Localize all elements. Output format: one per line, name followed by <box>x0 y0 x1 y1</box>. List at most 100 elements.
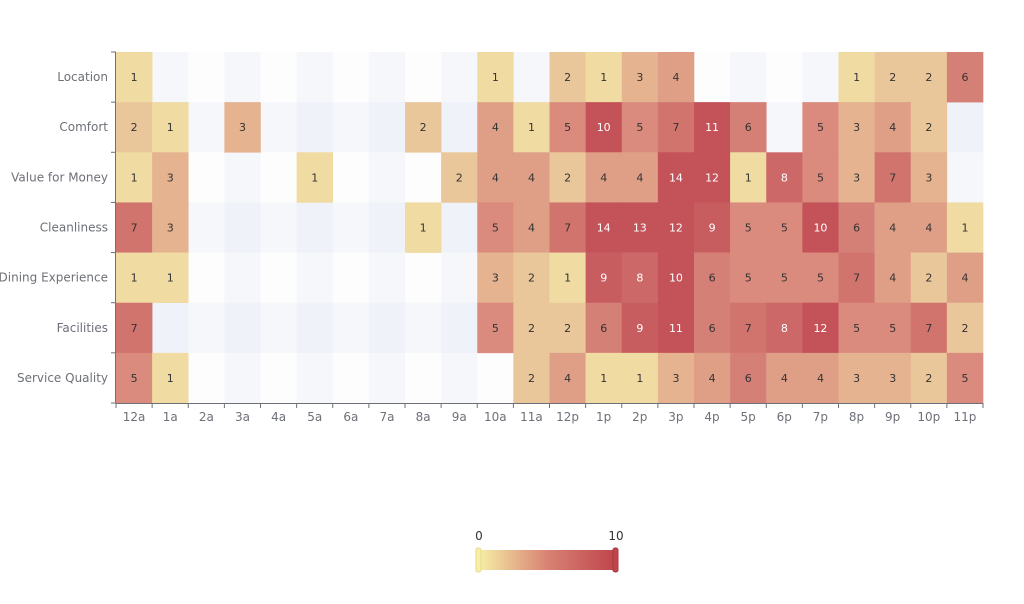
heatmap-cell-rect[interactable] <box>585 102 623 153</box>
heatmap-cell-rect[interactable] <box>116 102 153 153</box>
heatmap-cell-rect[interactable] <box>621 252 659 304</box>
heatmap-cell-rect[interactable] <box>874 352 912 404</box>
heatmap-cell[interactable]: 2 <box>946 302 984 354</box>
heatmap-cell[interactable]: 4 <box>766 352 803 404</box>
heatmap-cell[interactable]: 1 <box>477 52 514 103</box>
heatmap-cell[interactable]: 14 <box>657 152 695 203</box>
heatmap-cell-rect[interactable] <box>694 152 731 203</box>
heatmap-cell-rect[interactable] <box>694 102 731 153</box>
heatmap-cell-rect[interactable] <box>946 52 984 103</box>
heatmap-cell[interactable]: 3 <box>874 352 912 404</box>
heatmap-cell[interactable]: 1 <box>116 252 153 304</box>
heatmap-cell[interactable]: 5 <box>549 102 586 153</box>
heatmap-cell[interactable]: 4 <box>946 252 984 304</box>
heatmap-cell-rect[interactable] <box>694 202 731 253</box>
heatmap-cell-rect[interactable] <box>585 152 623 203</box>
heatmap-cell-rect[interactable] <box>152 352 189 404</box>
heatmap-cell-rect[interactable] <box>874 302 912 354</box>
heatmap-cell-rect[interactable] <box>730 152 767 203</box>
heatmap-cell-rect[interactable] <box>621 202 659 253</box>
heatmap-cell-rect[interactable] <box>513 302 550 354</box>
heatmap-cell[interactable]: 5 <box>802 102 839 153</box>
heatmap-cell-rect[interactable] <box>152 102 189 153</box>
heatmap-cell-rect[interactable] <box>549 202 586 253</box>
heatmap-cell-rect[interactable] <box>910 352 948 404</box>
heatmap-cell-rect[interactable] <box>730 202 767 253</box>
heatmap-cell[interactable]: 3 <box>621 52 659 103</box>
heatmap-cell[interactable]: 3 <box>910 152 948 203</box>
heatmap-cell-rect[interactable] <box>152 152 189 203</box>
heatmap-cell-rect[interactable] <box>513 152 550 203</box>
heatmap-cell[interactable]: 8 <box>766 152 803 203</box>
heatmap-cell[interactable]: 12 <box>802 302 839 354</box>
heatmap-cell[interactable]: 5 <box>946 352 984 404</box>
heatmap-cell-rect[interactable] <box>766 202 803 253</box>
heatmap-cell-rect[interactable] <box>657 52 695 103</box>
heatmap-cell[interactable]: 1 <box>116 52 153 103</box>
heatmap-cell[interactable]: 6 <box>694 252 731 304</box>
heatmap-cell-rect[interactable] <box>477 302 514 354</box>
heatmap-cell-rect[interactable] <box>910 152 948 203</box>
heatmap-cell[interactable]: 9 <box>621 302 659 354</box>
heatmap-cell-rect[interactable] <box>766 352 803 404</box>
heatmap-cell-rect[interactable] <box>910 202 948 253</box>
heatmap-cell-rect[interactable] <box>513 102 550 153</box>
heatmap-cell-rect[interactable] <box>549 152 586 203</box>
heatmap-cell[interactable]: 3 <box>152 202 189 253</box>
heatmap-cell-rect[interactable] <box>116 352 153 404</box>
heatmap-cell-rect[interactable] <box>549 302 586 354</box>
heatmap-cell-rect[interactable] <box>116 252 153 304</box>
heatmap-cell-rect[interactable] <box>838 102 875 153</box>
heatmap-cell-rect[interactable] <box>838 302 875 354</box>
heatmap-cell[interactable]: 5 <box>730 252 767 304</box>
heatmap-cell-rect[interactable] <box>477 102 514 153</box>
heatmap-cell-rect[interactable] <box>802 302 839 354</box>
heatmap-cell[interactable]: 4 <box>621 152 659 203</box>
heatmap-cell-rect[interactable] <box>405 102 442 153</box>
heatmap-cell[interactable]: 4 <box>874 252 912 304</box>
heatmap-cell-rect[interactable] <box>694 352 731 404</box>
heatmap-cell[interactable]: 1 <box>152 352 189 404</box>
heatmap-cell[interactable]: 1 <box>549 252 586 304</box>
heatmap-cell-rect[interactable] <box>621 52 659 103</box>
heatmap-cell-rect[interactable] <box>910 302 948 354</box>
heatmap-cell[interactable]: 4 <box>513 152 550 203</box>
heatmap-cell[interactable]: 5 <box>838 302 875 354</box>
heatmap-cell-rect[interactable] <box>116 52 153 103</box>
heatmap-cell[interactable]: 2 <box>549 302 586 354</box>
heatmap-cell-rect[interactable] <box>513 202 550 253</box>
heatmap-cell-rect[interactable] <box>838 202 875 253</box>
heatmap-cell-rect[interactable] <box>477 152 514 203</box>
heatmap-cell[interactable]: 14 <box>585 202 623 253</box>
heatmap-cell[interactable]: 12 <box>657 202 695 253</box>
heatmap-cell[interactable]: 5 <box>621 102 659 153</box>
heatmap-cell-rect[interactable] <box>116 152 153 203</box>
heatmap-cell-rect[interactable] <box>874 102 912 153</box>
visual-map-handle-max[interactable] <box>612 547 619 573</box>
heatmap-cell[interactable]: 3 <box>224 102 261 153</box>
heatmap-cell-rect[interactable] <box>549 102 586 153</box>
heatmap-cell[interactable]: 6 <box>585 302 623 354</box>
heatmap-cell[interactable]: 4 <box>874 202 912 253</box>
heatmap-cell[interactable]: 5 <box>116 352 153 404</box>
heatmap-cell-rect[interactable] <box>549 52 586 103</box>
heatmap-cell-rect[interactable] <box>874 52 912 103</box>
heatmap-cell-rect[interactable] <box>766 302 803 354</box>
heatmap-cell-rect[interactable] <box>585 352 623 404</box>
heatmap-cell[interactable]: 10 <box>585 102 623 153</box>
heatmap-cell[interactable]: 6 <box>730 352 767 404</box>
heatmap-cell[interactable]: 3 <box>838 102 875 153</box>
heatmap-cell-rect[interactable] <box>730 102 767 153</box>
heatmap-cell-rect[interactable] <box>838 352 875 404</box>
heatmap-cell[interactable]: 4 <box>694 352 731 404</box>
heatmap-cell-rect[interactable] <box>477 202 514 253</box>
heatmap-cell-rect[interactable] <box>477 52 514 103</box>
heatmap-cell-rect[interactable] <box>549 252 586 304</box>
heatmap-cell[interactable]: 6 <box>730 102 767 153</box>
heatmap-cell-rect[interactable] <box>802 152 839 203</box>
heatmap-cell[interactable]: 4 <box>802 352 839 404</box>
heatmap-cell-rect[interactable] <box>802 252 839 304</box>
heatmap-cell[interactable]: 1 <box>405 202 442 253</box>
heatmap-cell[interactable]: 5 <box>766 202 803 253</box>
heatmap-cell-rect[interactable] <box>838 52 875 103</box>
